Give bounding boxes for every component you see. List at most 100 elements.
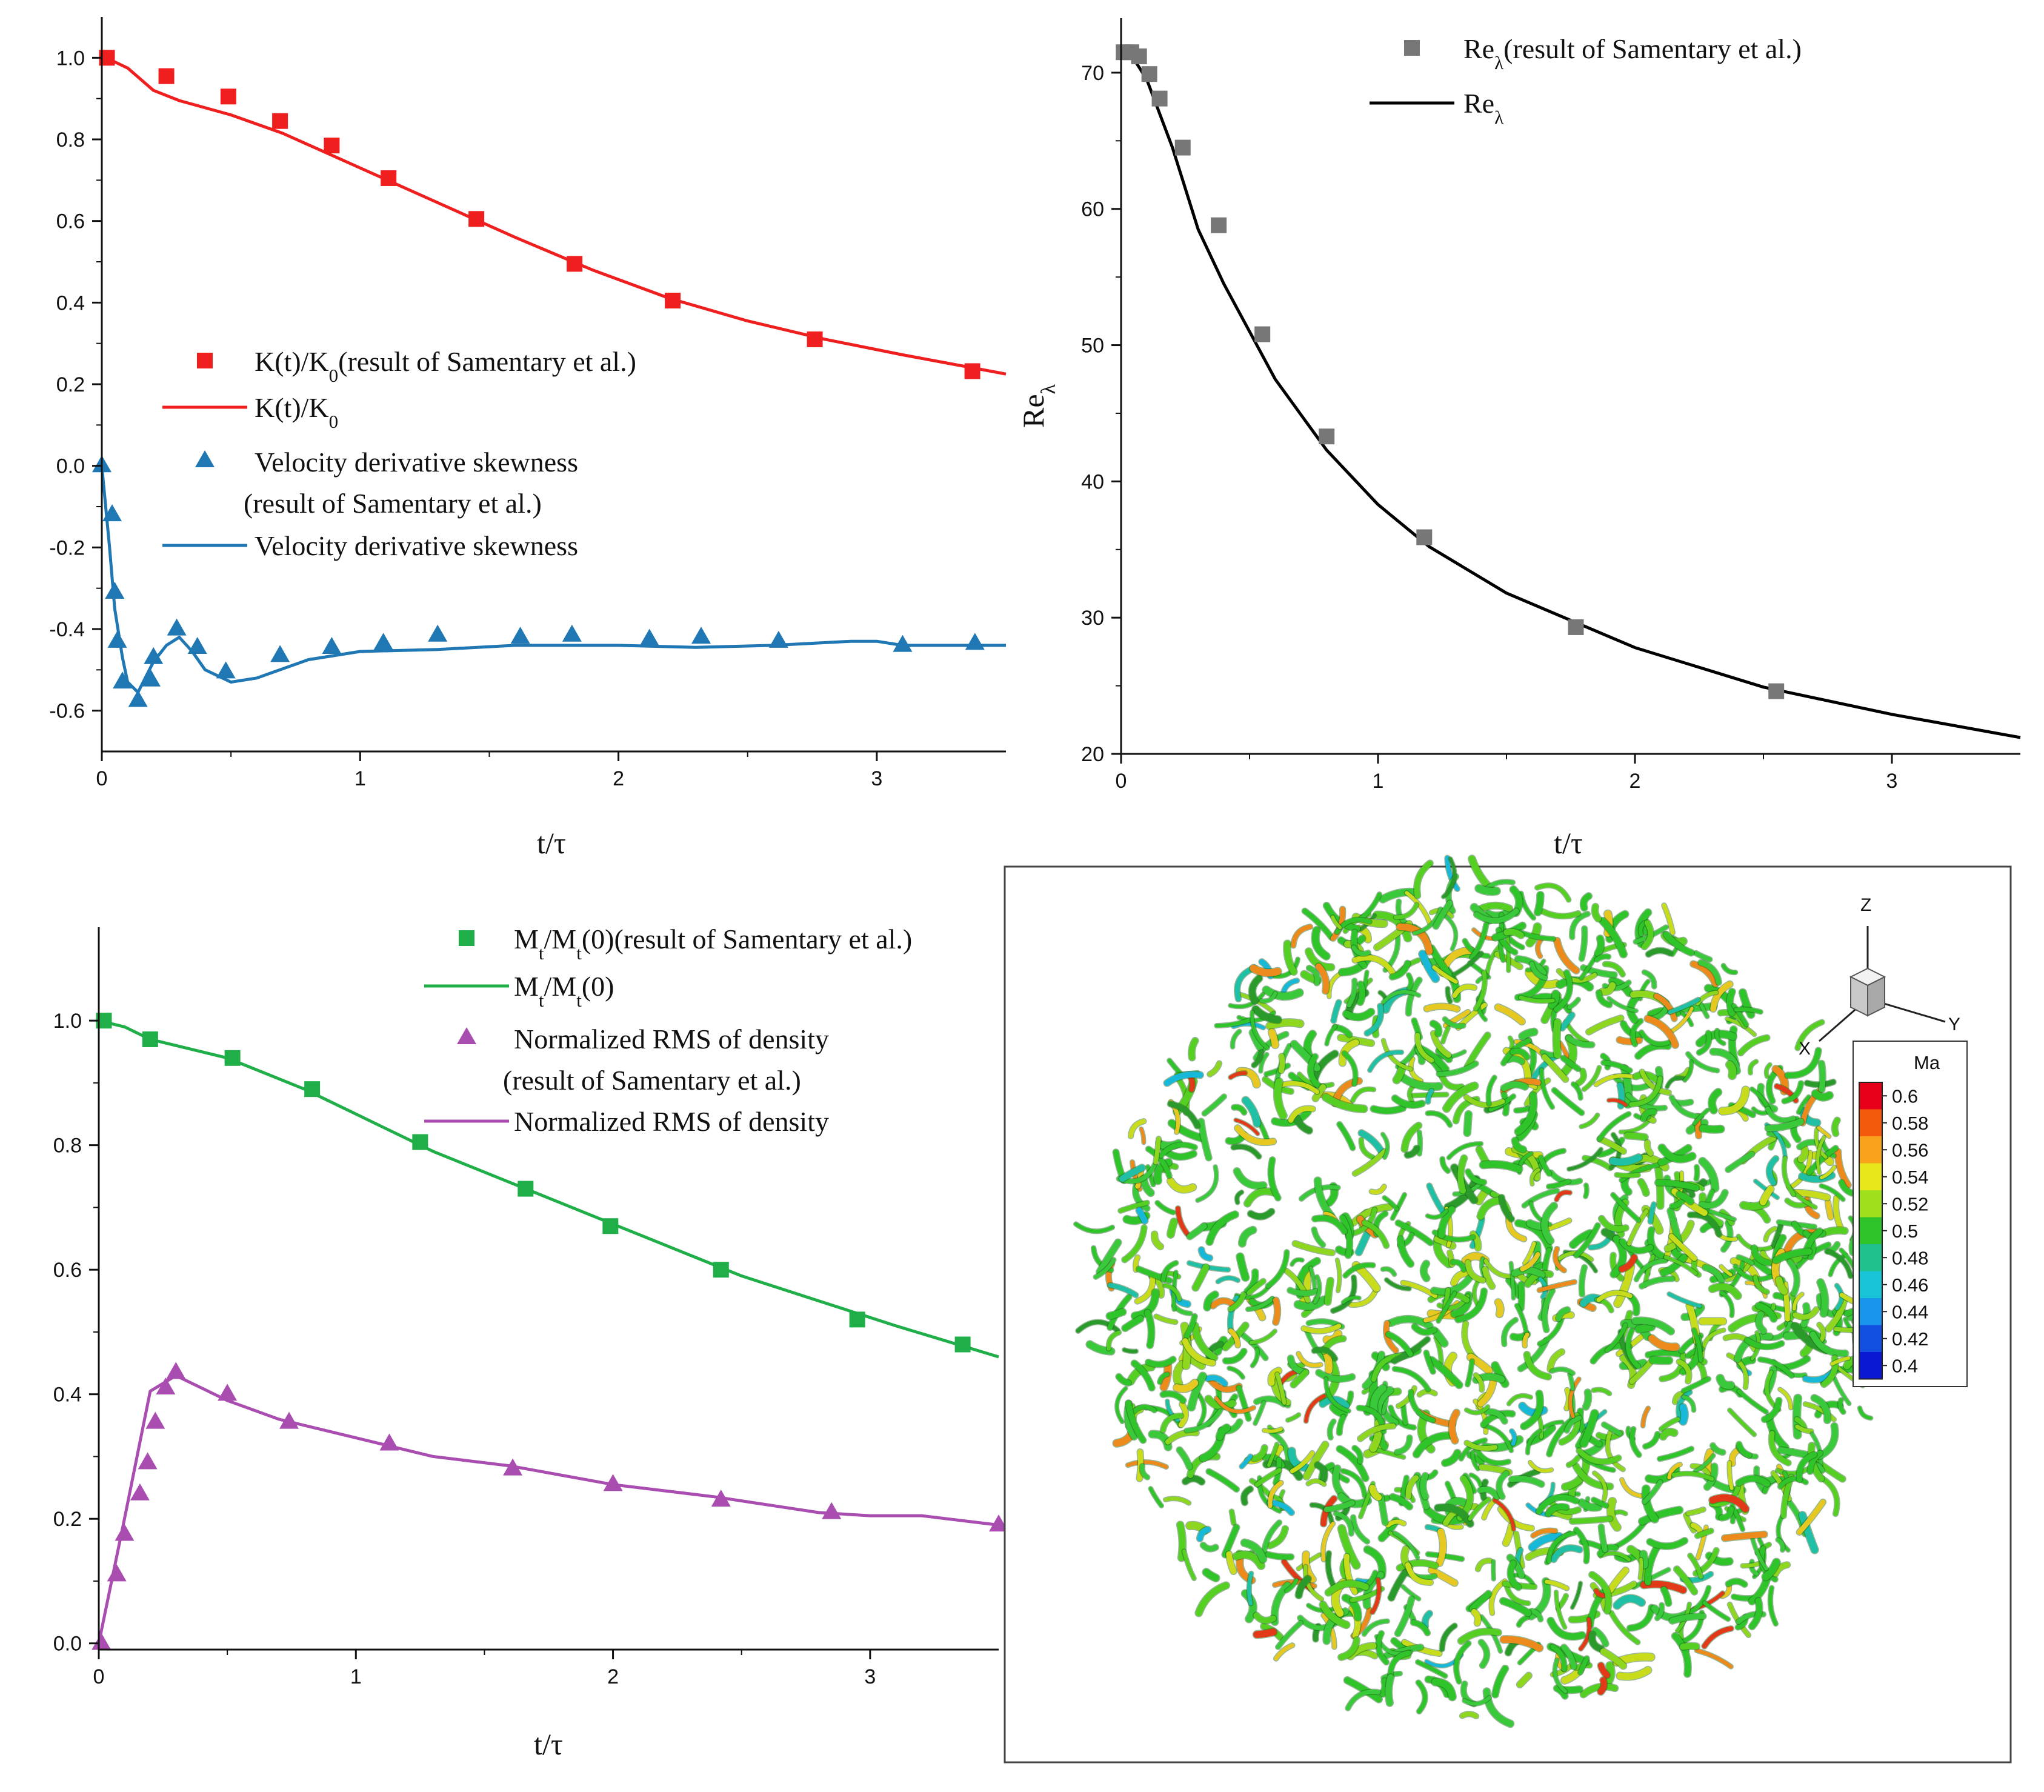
vortex-tube bbox=[1293, 1241, 1335, 1256]
vortex-tube bbox=[1504, 1582, 1530, 1605]
vortex-tube bbox=[1607, 1098, 1628, 1107]
vortex-tube bbox=[1597, 1137, 1625, 1157]
vortex-tube bbox=[1599, 1551, 1631, 1562]
vortex-tube bbox=[1431, 1031, 1451, 1058]
panel_b-y-tick-label: 70 bbox=[1081, 62, 1104, 85]
vortex-tube bbox=[1509, 1262, 1516, 1300]
ma-colorbar: Ma 0.6 0.58 0.56 0.54 0.52 0.5 0.48 0.46 0.44 0.4… bbox=[1853, 1041, 1968, 1387]
vortex-tube bbox=[1592, 1627, 1609, 1647]
vortex-tube bbox=[1816, 1136, 1826, 1174]
vortex-tube bbox=[1570, 1230, 1594, 1248]
vortex-tube bbox=[1547, 1349, 1565, 1372]
vortex-tube bbox=[1755, 1302, 1777, 1322]
vortex-tube bbox=[1639, 979, 1650, 1001]
panel_c-data-point bbox=[822, 1502, 842, 1519]
vortex-tube bbox=[1182, 1338, 1216, 1366]
vortex-tube bbox=[1291, 924, 1313, 948]
vortex-tube bbox=[1588, 1631, 1604, 1652]
vortex-tube bbox=[1793, 1292, 1804, 1311]
vortex-tube bbox=[1165, 1430, 1199, 1445]
vortex-tube bbox=[1436, 1528, 1446, 1567]
vortex-tube bbox=[1463, 1111, 1472, 1136]
vortex-tube bbox=[1395, 1220, 1433, 1245]
vortex-tube bbox=[1568, 1372, 1575, 1391]
vortex-tube bbox=[1597, 1677, 1607, 1695]
vortex-tube bbox=[1455, 1288, 1487, 1323]
panel_a-data-point bbox=[468, 211, 485, 227]
vortex-tube bbox=[1599, 982, 1616, 995]
vortex-tube bbox=[1419, 950, 1439, 982]
vortex-tube bbox=[1838, 1398, 1846, 1414]
vortex-tube bbox=[1702, 1600, 1730, 1621]
vortex-tube bbox=[1540, 1050, 1557, 1058]
vortex-tube bbox=[1151, 1231, 1163, 1250]
vortex-tube bbox=[1663, 931, 1694, 956]
vortex-tube bbox=[1492, 1665, 1508, 1698]
vortex-tube bbox=[1548, 990, 1560, 1009]
vortex-tube bbox=[1404, 1145, 1419, 1158]
vortex-tube bbox=[1695, 1528, 1714, 1539]
vortex-tube bbox=[1276, 1620, 1303, 1650]
vortex-tube bbox=[1627, 1604, 1654, 1631]
vortex-tube bbox=[1499, 1194, 1514, 1222]
vortex-tube bbox=[1325, 1024, 1337, 1046]
vortex-tube bbox=[1349, 1605, 1361, 1639]
vortex-tube bbox=[1319, 1357, 1339, 1404]
panel_a-data-point bbox=[665, 292, 681, 308]
vortex-tube bbox=[1321, 1613, 1337, 1649]
vortex-tube bbox=[1148, 1487, 1163, 1508]
vortex-tube bbox=[1226, 1551, 1237, 1574]
vortex-tube bbox=[1550, 1644, 1567, 1672]
vortex-tube bbox=[1205, 1395, 1236, 1410]
vortex-tube bbox=[1398, 1073, 1443, 1090]
vortex-tube bbox=[1436, 1061, 1479, 1077]
vortex-tube bbox=[1479, 1161, 1523, 1173]
vortex-tube bbox=[1239, 1227, 1257, 1247]
vortex-tube bbox=[1546, 1531, 1576, 1564]
vortex-tube bbox=[1184, 1408, 1222, 1433]
vortex-tube bbox=[1646, 1537, 1688, 1550]
vortex-tube bbox=[1339, 1039, 1359, 1066]
vortex-tube bbox=[1188, 1372, 1207, 1411]
panel_c-data-point bbox=[849, 1311, 865, 1328]
vortex-tube bbox=[1231, 1105, 1247, 1115]
panel_b-data-point bbox=[1319, 428, 1335, 445]
vortex-tube bbox=[1324, 1377, 1351, 1413]
vortex-tube bbox=[1554, 938, 1580, 974]
vortex-tube bbox=[1710, 1443, 1726, 1455]
vortex-tube bbox=[1445, 987, 1453, 1004]
vortex-tube bbox=[1776, 1514, 1790, 1552]
vortex-tube bbox=[1629, 1076, 1663, 1107]
panel_a-legend-label: K(t)/K0(result of Samentary et al.) bbox=[255, 346, 636, 386]
vortex-tube bbox=[1233, 1551, 1265, 1570]
vortex-tube bbox=[1445, 856, 1460, 891]
panel_a-y-tick-label: 0.6 bbox=[56, 210, 85, 233]
panel_c-data-point bbox=[218, 1384, 238, 1401]
vortex-tube bbox=[1388, 1405, 1416, 1430]
vortex-tube bbox=[1571, 1581, 1582, 1610]
panel_a-y-tick-label: 0.8 bbox=[56, 128, 85, 152]
vortex-tube bbox=[1234, 1118, 1259, 1136]
vortex-tube bbox=[1439, 1072, 1464, 1090]
vortex-tube bbox=[1411, 1324, 1437, 1335]
panel_c-data-point bbox=[954, 1336, 971, 1353]
vortex-tube bbox=[1749, 1597, 1763, 1630]
vortex-tube bbox=[1364, 1004, 1383, 1036]
vortex-tube bbox=[1547, 1617, 1585, 1640]
panel_a-data-point bbox=[807, 331, 823, 347]
vortex-tube bbox=[1825, 1199, 1834, 1220]
vortex-tube bbox=[1719, 1086, 1749, 1115]
vortex-tube bbox=[1413, 907, 1442, 935]
vortex-tube bbox=[1275, 1372, 1287, 1405]
vortex-tube bbox=[1607, 996, 1638, 1013]
vortex-tube bbox=[1518, 1337, 1550, 1371]
vortex-tube bbox=[1431, 1678, 1456, 1700]
vortex-tube bbox=[1313, 1274, 1322, 1304]
panel_c-data-point bbox=[713, 1262, 729, 1278]
vortex-tube bbox=[1331, 915, 1342, 930]
colorbar-level-label: 0.52 bbox=[1892, 1193, 1928, 1214]
panel_a-data-point bbox=[768, 630, 788, 648]
vortex-tube bbox=[1397, 1236, 1414, 1267]
panel_a-data-point bbox=[964, 363, 980, 379]
